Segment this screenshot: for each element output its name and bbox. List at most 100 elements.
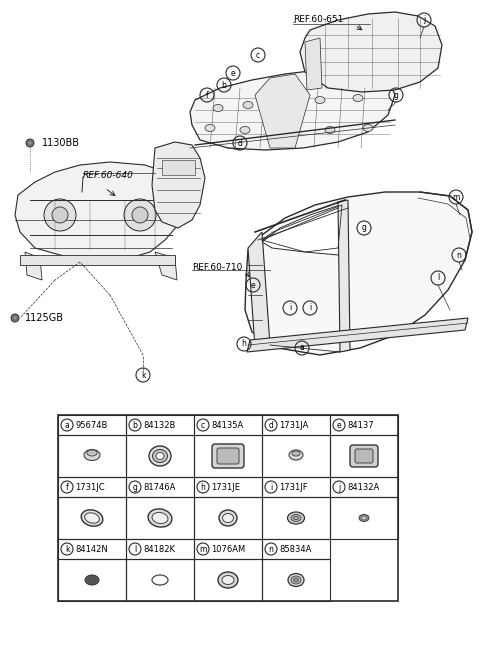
Ellipse shape <box>153 449 168 462</box>
Circle shape <box>11 314 19 322</box>
Bar <box>126 415 194 435</box>
Bar <box>330 415 398 435</box>
Text: k: k <box>141 371 145 380</box>
Text: 1130BB: 1130BB <box>42 138 80 148</box>
Circle shape <box>44 199 76 231</box>
Bar <box>262 539 330 559</box>
FancyBboxPatch shape <box>355 449 373 463</box>
Ellipse shape <box>291 576 301 584</box>
Text: a: a <box>65 420 70 430</box>
Bar <box>126 435 194 477</box>
Text: 1731JA: 1731JA <box>279 420 308 430</box>
Text: n: n <box>269 544 274 554</box>
Text: 84142N: 84142N <box>75 544 108 554</box>
Bar <box>194 497 262 539</box>
Ellipse shape <box>325 127 335 134</box>
Ellipse shape <box>87 450 97 456</box>
Text: 84182K: 84182K <box>143 544 175 554</box>
Bar <box>262 435 330 477</box>
Ellipse shape <box>288 573 304 586</box>
Bar <box>330 477 398 497</box>
Text: g: g <box>132 483 137 491</box>
Text: h: h <box>241 340 246 348</box>
Ellipse shape <box>152 512 168 523</box>
Polygon shape <box>20 255 175 265</box>
Ellipse shape <box>288 512 304 524</box>
Text: i: i <box>309 304 311 312</box>
Ellipse shape <box>293 516 299 520</box>
Circle shape <box>124 199 156 231</box>
Text: l: l <box>134 544 136 554</box>
Text: f: f <box>205 91 208 100</box>
Text: 1731JC: 1731JC <box>75 483 105 491</box>
Bar <box>58 497 126 539</box>
Circle shape <box>52 207 68 223</box>
Ellipse shape <box>213 104 223 112</box>
Text: 1125GB: 1125GB <box>25 313 64 323</box>
Text: m: m <box>452 192 460 201</box>
Bar <box>194 415 262 435</box>
Text: 1076AM: 1076AM <box>211 544 245 554</box>
Polygon shape <box>300 12 442 92</box>
Polygon shape <box>25 252 42 280</box>
FancyBboxPatch shape <box>212 444 244 468</box>
Ellipse shape <box>84 513 99 523</box>
Bar <box>126 477 194 497</box>
Bar <box>126 539 194 559</box>
Polygon shape <box>190 68 395 150</box>
Bar <box>126 559 194 601</box>
Bar <box>262 415 330 435</box>
Text: g: g <box>394 91 398 100</box>
Text: 1731JF: 1731JF <box>279 483 308 491</box>
Ellipse shape <box>85 575 99 585</box>
Text: d: d <box>269 420 274 430</box>
Polygon shape <box>305 38 322 90</box>
Ellipse shape <box>205 125 215 131</box>
Polygon shape <box>247 318 468 352</box>
Ellipse shape <box>315 96 325 104</box>
Text: m: m <box>199 544 207 554</box>
Ellipse shape <box>156 453 164 459</box>
Bar <box>58 435 126 477</box>
Bar <box>330 497 398 539</box>
Bar <box>330 435 398 477</box>
Ellipse shape <box>148 509 172 527</box>
Text: l: l <box>437 274 439 283</box>
Text: 84132B: 84132B <box>143 420 175 430</box>
Ellipse shape <box>222 575 234 584</box>
Circle shape <box>28 141 32 145</box>
Text: 84137: 84137 <box>347 420 373 430</box>
Text: f: f <box>66 483 68 491</box>
Circle shape <box>26 139 34 147</box>
Text: c: c <box>256 51 260 60</box>
Text: REF.60-651: REF.60-651 <box>293 16 343 24</box>
Ellipse shape <box>363 125 373 131</box>
Circle shape <box>132 207 148 223</box>
Text: j: j <box>338 483 340 491</box>
Text: e: e <box>251 281 255 289</box>
Text: b: b <box>222 81 227 89</box>
Ellipse shape <box>219 510 237 526</box>
Ellipse shape <box>361 516 367 520</box>
Ellipse shape <box>240 127 250 134</box>
Polygon shape <box>338 200 350 352</box>
Text: b: b <box>132 420 137 430</box>
Bar <box>262 497 330 539</box>
Text: a: a <box>300 344 304 352</box>
Bar <box>58 559 126 601</box>
Text: e: e <box>336 420 341 430</box>
Ellipse shape <box>81 510 103 526</box>
Text: 1731JE: 1731JE <box>211 483 240 491</box>
Text: n: n <box>456 251 461 260</box>
Bar <box>262 559 330 601</box>
Bar <box>194 539 262 559</box>
Text: d: d <box>238 138 242 148</box>
Text: REF.60-640: REF.60-640 <box>83 171 134 180</box>
Circle shape <box>13 316 17 320</box>
Bar <box>58 415 126 435</box>
Text: e: e <box>231 68 235 77</box>
Polygon shape <box>155 252 177 280</box>
Text: c: c <box>201 420 205 430</box>
Text: REF.60-710: REF.60-710 <box>192 262 242 272</box>
Text: 84135A: 84135A <box>211 420 243 430</box>
